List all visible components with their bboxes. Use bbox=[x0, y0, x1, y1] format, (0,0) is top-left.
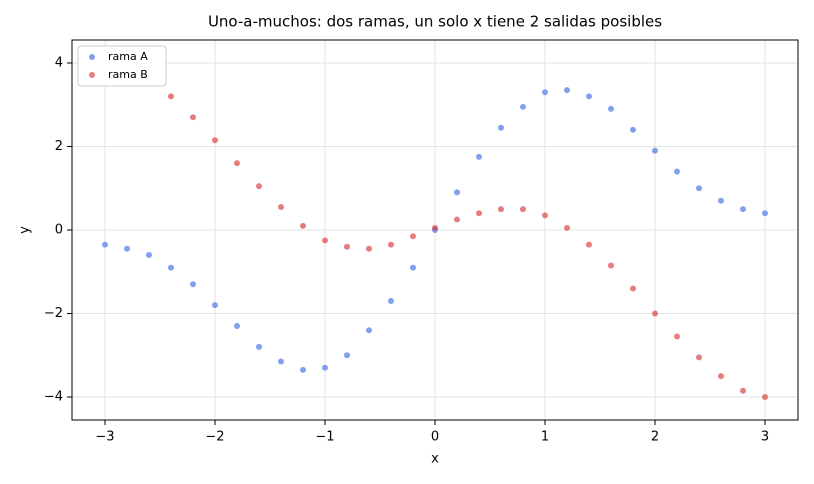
legend-marker bbox=[89, 72, 95, 78]
legend-box bbox=[77, 45, 167, 87]
x-tick-label: −2 bbox=[205, 430, 224, 445]
point bbox=[762, 394, 768, 401]
point bbox=[322, 364, 328, 371]
point bbox=[190, 114, 196, 121]
y-tick-label: 0 bbox=[55, 223, 63, 238]
x-axis-label: x bbox=[431, 452, 439, 467]
point bbox=[696, 185, 702, 192]
chart-title: Uno-a-muchos: dos ramas, un solo x tiene… bbox=[208, 13, 662, 31]
y-tick-label: 4 bbox=[55, 55, 63, 70]
point bbox=[344, 352, 350, 359]
point bbox=[740, 206, 746, 213]
point bbox=[212, 302, 218, 309]
x-tick-label: −3 bbox=[95, 430, 114, 445]
point bbox=[190, 281, 196, 288]
point bbox=[740, 387, 746, 394]
point bbox=[652, 310, 658, 317]
point bbox=[564, 224, 570, 231]
y-tick-label: 2 bbox=[55, 139, 63, 154]
point bbox=[520, 206, 526, 213]
point bbox=[388, 241, 394, 248]
point bbox=[278, 358, 284, 365]
point bbox=[674, 168, 680, 175]
point bbox=[212, 137, 218, 144]
point bbox=[388, 297, 394, 304]
point bbox=[564, 87, 570, 94]
point bbox=[630, 126, 636, 133]
point bbox=[146, 252, 152, 259]
point bbox=[454, 216, 460, 223]
point bbox=[410, 233, 416, 240]
point bbox=[410, 264, 416, 271]
y-tick-label: −2 bbox=[44, 306, 63, 321]
x-tick-label: −1 bbox=[315, 430, 334, 445]
point bbox=[718, 197, 724, 204]
point bbox=[542, 89, 548, 96]
point bbox=[762, 210, 768, 217]
point bbox=[454, 189, 460, 196]
point bbox=[366, 245, 372, 252]
plot-frame bbox=[71, 39, 799, 421]
x-tick-label: 0 bbox=[431, 430, 439, 445]
point bbox=[586, 93, 592, 100]
legend-marker bbox=[89, 54, 95, 60]
point bbox=[168, 264, 174, 271]
point bbox=[344, 243, 350, 250]
point bbox=[520, 103, 526, 110]
point bbox=[608, 262, 614, 269]
x-tick-label: 2 bbox=[651, 430, 659, 445]
point bbox=[542, 212, 548, 219]
x-tick-label: 3 bbox=[761, 430, 769, 445]
point bbox=[674, 333, 680, 340]
point bbox=[256, 183, 262, 190]
point bbox=[652, 147, 658, 154]
y-tick-label: −4 bbox=[44, 390, 63, 405]
x-tick-label: 1 bbox=[541, 430, 549, 445]
point bbox=[234, 323, 240, 330]
point bbox=[476, 153, 482, 160]
y-axis-label: y bbox=[18, 226, 33, 234]
point bbox=[718, 373, 724, 380]
point bbox=[498, 206, 504, 213]
point bbox=[102, 241, 108, 248]
point bbox=[168, 93, 174, 100]
point bbox=[498, 124, 504, 131]
point bbox=[608, 105, 614, 112]
point bbox=[630, 285, 636, 292]
point bbox=[696, 354, 702, 361]
point bbox=[124, 245, 130, 252]
point bbox=[432, 224, 438, 231]
point bbox=[256, 343, 262, 350]
legend-label: rama B bbox=[108, 68, 148, 81]
point bbox=[476, 210, 482, 217]
point bbox=[278, 204, 284, 211]
point bbox=[300, 366, 306, 373]
point bbox=[586, 241, 592, 248]
point bbox=[234, 160, 240, 167]
point bbox=[300, 222, 306, 229]
point bbox=[322, 237, 328, 244]
point bbox=[366, 327, 372, 334]
legend: rama A rama B bbox=[77, 45, 167, 87]
legend-label: rama A bbox=[108, 50, 148, 63]
